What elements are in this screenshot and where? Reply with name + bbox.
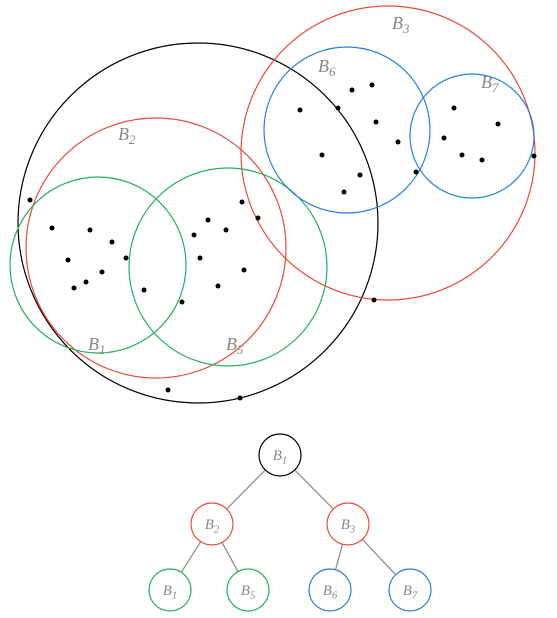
data-point bbox=[442, 136, 447, 141]
data-point bbox=[224, 228, 229, 233]
data-point bbox=[372, 298, 377, 303]
hierarchy-tree: B1 B2 B3 B1 B5 B6 B7 bbox=[149, 434, 431, 611]
data-point bbox=[336, 106, 341, 111]
tree-node-label: B5 bbox=[241, 583, 256, 601]
tree-edge bbox=[222, 542, 238, 571]
data-point bbox=[216, 284, 221, 289]
tree-node-label: B6 bbox=[323, 583, 338, 601]
tree-edge bbox=[181, 542, 200, 573]
data-point bbox=[88, 228, 93, 233]
tree-edge bbox=[362, 539, 395, 574]
data-point bbox=[320, 153, 325, 158]
circle-B3 bbox=[241, 6, 535, 300]
data-point bbox=[206, 218, 211, 223]
data-point bbox=[298, 108, 303, 113]
data-point bbox=[28, 198, 33, 203]
data-point bbox=[198, 256, 203, 261]
data-point bbox=[242, 268, 247, 273]
data-point bbox=[256, 216, 261, 221]
circle-B2 bbox=[26, 118, 286, 378]
label-B2: B2 bbox=[118, 124, 136, 147]
tree-edge bbox=[227, 470, 266, 509]
data-point bbox=[72, 286, 77, 291]
data-point bbox=[142, 288, 147, 293]
diagram: B2 B3 B1 B5 B6 B7 B1 B2 B3 B1 B5 B6 B7 bbox=[0, 0, 557, 618]
tree-edge bbox=[336, 544, 343, 569]
tree-node-label: B2 bbox=[205, 517, 220, 535]
data-point bbox=[238, 396, 243, 401]
label-B5: B5 bbox=[226, 334, 244, 357]
data-point bbox=[370, 83, 375, 88]
data-point bbox=[240, 200, 245, 205]
label-B3: B3 bbox=[392, 13, 410, 36]
data-point bbox=[166, 388, 171, 393]
data-point bbox=[460, 153, 465, 158]
tree-node-label: B1 bbox=[273, 448, 288, 466]
data-point bbox=[532, 154, 537, 159]
data-point bbox=[358, 173, 363, 178]
circle-B7 bbox=[410, 74, 534, 198]
data-point bbox=[50, 226, 55, 231]
data-point bbox=[480, 158, 485, 163]
data-point bbox=[396, 140, 401, 145]
data-point bbox=[414, 170, 419, 175]
label-B4: B1 bbox=[88, 334, 105, 357]
data-point bbox=[496, 122, 501, 127]
data-point bbox=[374, 120, 379, 125]
data-point bbox=[350, 88, 355, 93]
data-point bbox=[110, 240, 115, 245]
tree-node-label: B3 bbox=[341, 517, 356, 535]
data-point bbox=[66, 258, 71, 263]
data-point bbox=[180, 300, 185, 305]
data-point bbox=[342, 190, 347, 195]
data-point bbox=[452, 106, 457, 111]
tree-node-label: B7 bbox=[403, 583, 418, 601]
circle-B4 bbox=[10, 177, 186, 353]
tree-node-label: B1 bbox=[163, 583, 178, 601]
data-point bbox=[100, 270, 105, 275]
data-point bbox=[84, 280, 89, 285]
circle-B6 bbox=[264, 47, 430, 213]
data-point bbox=[192, 233, 197, 238]
label-B6: B6 bbox=[318, 56, 336, 79]
label-B7: B7 bbox=[481, 72, 499, 95]
tree-edge bbox=[295, 470, 334, 509]
data-point bbox=[124, 256, 129, 261]
